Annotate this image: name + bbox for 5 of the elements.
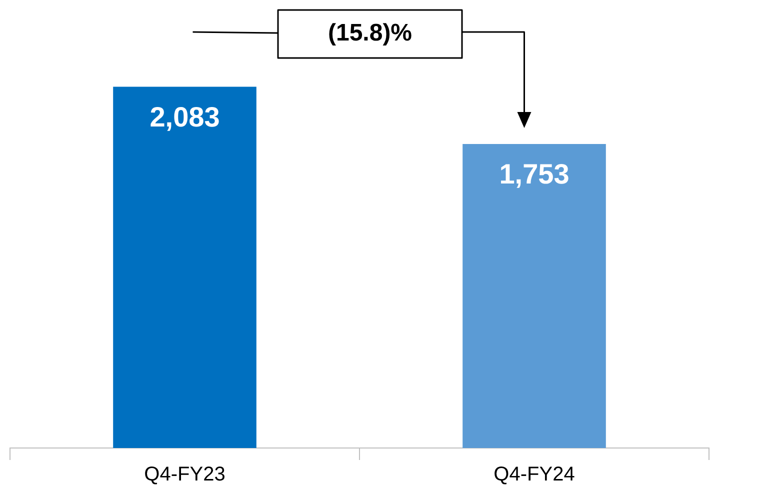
text: (15.8)% (328, 20, 412, 47)
x-tick-label: Q4-FY23 (144, 464, 226, 486)
data-label: 1,753 (499, 158, 570, 190)
data-label: 2,083 (150, 101, 220, 132)
x-tick-label: Q4-FY24 (494, 464, 575, 486)
